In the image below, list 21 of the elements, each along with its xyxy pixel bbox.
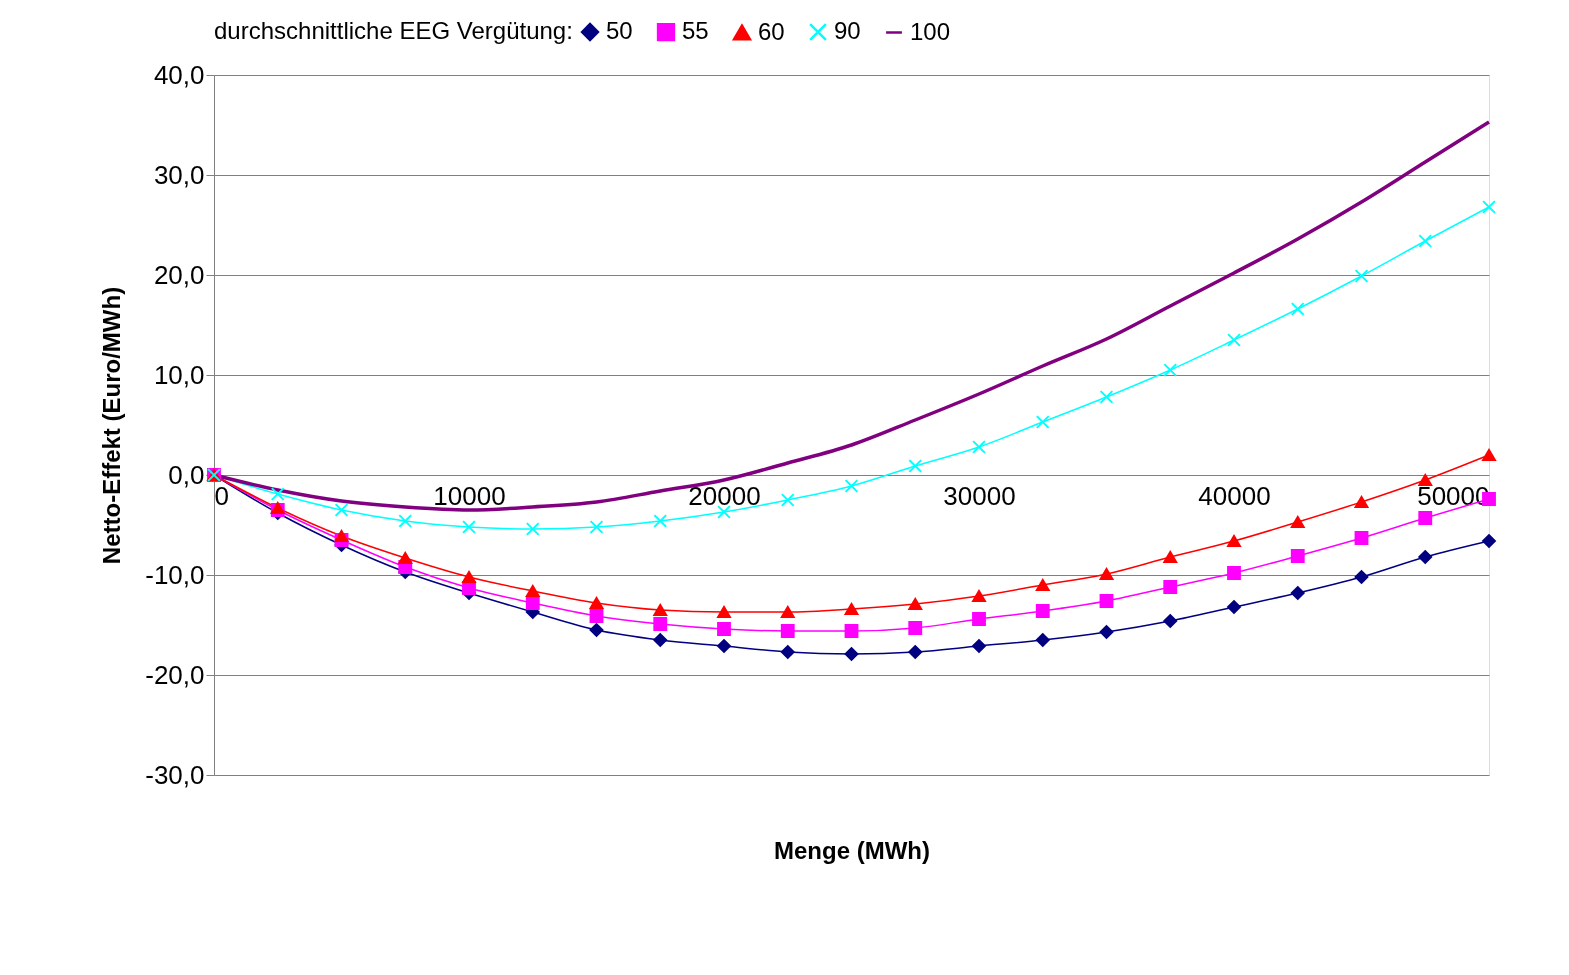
x-tick-label: 0 <box>214 480 229 511</box>
y-tick-label: 20,0 <box>153 259 205 290</box>
legend-label: 55 <box>682 17 709 45</box>
x-tick-label: 20000 <box>688 480 761 511</box>
x-tick-label: 10000 <box>433 480 506 511</box>
y-axis-title: Netto-Effekt (Euro/MWh) <box>98 286 126 565</box>
legend-label: 100 <box>910 17 951 45</box>
y-tick-label: -30,0 <box>145 759 205 790</box>
legend-label: 60 <box>758 17 785 45</box>
legend-label: 50 <box>606 17 633 45</box>
x-axis-title: Menge (MWh) <box>774 836 930 864</box>
x-tick-label: 40000 <box>1198 480 1271 511</box>
legend-label: 90 <box>834 17 861 45</box>
y-tick-label: 10,0 <box>153 359 205 390</box>
y-tick-label: 30,0 <box>153 159 205 190</box>
y-tick-label: -10,0 <box>145 559 205 590</box>
x-tick-label: 30000 <box>943 480 1016 511</box>
legend-title: durchschnittliche EEG Vergütung: <box>214 17 573 44</box>
y-tick-label: -20,0 <box>145 659 205 690</box>
y-tick-label: 0,0 <box>168 459 205 490</box>
y-tick-label: 40,0 <box>153 59 205 90</box>
